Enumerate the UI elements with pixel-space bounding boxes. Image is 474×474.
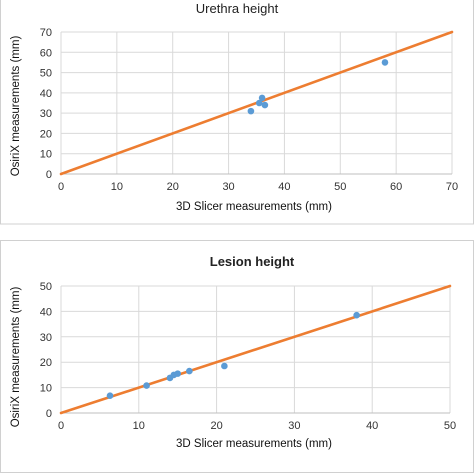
x-tick-label: 30 [222,181,234,193]
x-tick-label: 50 [334,181,346,193]
y-tick-label: 10 [40,383,52,395]
y-tick-label: 20 [40,357,52,369]
x-tick-label: 10 [133,420,145,432]
y-tick-label: 0 [46,169,52,181]
y-tick-label: 40 [40,88,52,100]
data-point [221,362,228,370]
x-tick-labels: 0 10 20 30 40 50 [58,420,456,432]
x-tick-label: 70 [446,181,458,193]
data-point [247,107,255,115]
y-tick-label: 30 [40,332,52,344]
chart-frame [0,0,474,225]
x-axis-label: 3D Slicer measurements (mm) [176,438,332,450]
data-point [174,370,181,377]
y-tick-label: 40 [40,306,52,318]
chart-lesion-height: Lesion height 0 10 20 30 40 50 0 10 20 30 40 50 3D… [0,240,474,473]
y-tick-labels: 0 10 20 30 40 50 [40,281,52,420]
data-point [186,367,193,375]
x-tick-label: 60 [390,181,402,193]
grid [60,31,453,175]
y-tick-label: 0 [46,408,52,420]
x-tick-label: 20 [167,181,179,193]
y-axis-label: OsiriX measurements (mm) [10,36,22,177]
data-point [255,99,263,107]
data-point [143,382,150,389]
x-axis-label: 3D Slicer measurements (mm) [176,201,332,213]
grid [60,285,451,414]
data-point [261,101,269,109]
data-point [353,311,360,319]
y-tick-label: 60 [40,47,52,59]
x-tick-label: 40 [366,420,378,432]
x-tick-label: 10 [111,181,123,193]
y-tick-label: 20 [40,128,52,140]
x-tick-label: 0 [58,420,64,432]
x-tick-label: 50 [444,420,456,432]
x-tick-label: 30 [288,420,300,432]
y-tick-label: 70 [40,27,52,39]
chart-urethra-height: Urethra height 0 10 20 30 40 50 60 70 0 10 20 30 40… [0,0,474,225]
x-tick-label: 20 [210,420,222,432]
chart-title: Urethra height [196,1,279,16]
x-tick-labels: 0 10 20 30 40 50 60 70 [58,181,458,193]
x-tick-label: 0 [58,181,64,193]
y-tick-label: 10 [40,149,52,161]
y-axis-label: OsiriX measurements (mm) [10,287,22,428]
data-point [258,94,266,102]
y-tick-labels: 0 10 20 30 40 50 60 70 [40,27,52,181]
points-layer [106,311,360,400]
x-tick-label: 40 [278,181,290,193]
data-point [106,392,114,400]
y-tick-label: 30 [40,108,52,120]
trend-line [59,284,452,415]
points-layer [247,59,389,115]
y-tick-label: 50 [40,68,52,80]
data-point [381,59,389,66]
chart-title: Lesion height [210,254,295,269]
y-tick-label: 50 [40,281,52,293]
trend-layer [59,284,452,415]
